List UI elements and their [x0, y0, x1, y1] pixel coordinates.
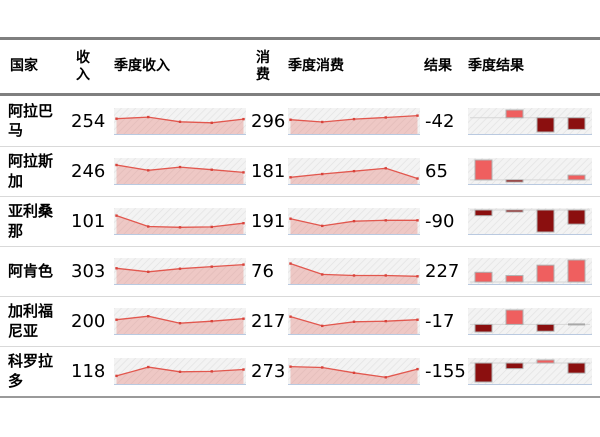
spending-trend-cell [286, 158, 422, 185]
spending-trend-cell [286, 358, 422, 385]
column-header-spending: 消费 [256, 50, 270, 83]
report-table: 国家 收入 季度收入 消费 季度消费 结果 季度结果 阿拉巴马 254 296 -42 阿拉斯加 24… [0, 37, 600, 398]
sparkline-area-chart [114, 358, 246, 385]
spending-value: 296 [251, 110, 286, 132]
income-trend-cell [112, 158, 248, 185]
column-header-income: 收入 [76, 50, 90, 83]
table-row: 亚利桑那 101 191 -90 [0, 196, 600, 246]
result-value: -17 [425, 311, 455, 332]
income-trend-cell [112, 107, 248, 135]
spending-value: 191 [251, 211, 286, 232]
result-value: 227 [425, 261, 460, 282]
sparkline-area-chart [288, 158, 420, 185]
country-cell: 阿肯色 [8, 261, 54, 280]
table-row: 科罗拉多 118 273 -155 [0, 346, 600, 396]
income-trend-cell [112, 258, 248, 285]
table-row: 阿拉斯加 246 181 65 [0, 146, 600, 196]
country-cell: 阿拉斯加 [8, 152, 54, 190]
income-trend-cell [112, 208, 248, 235]
column-header-result: 结果 [424, 58, 452, 75]
result-trend-cell [466, 158, 592, 185]
spending-value: 273 [251, 361, 286, 382]
spending-trend-cell [286, 308, 422, 335]
winloss-bar-chart [468, 107, 592, 135]
country-cell: 亚利桑那 [8, 202, 54, 240]
spending-value: 181 [251, 161, 286, 182]
sparkline-area-chart [288, 308, 420, 335]
income-trend-cell [112, 308, 248, 335]
table-body: 阿拉巴马 254 296 -42 阿拉斯加 246 181 65 亚利桑那 101 191 -90 阿肯… [0, 96, 600, 396]
result-trend-cell [466, 358, 592, 385]
result-value: -155 [425, 361, 466, 382]
winloss-bar-chart [468, 158, 592, 185]
table-header-row: 国家 收入 季度收入 消费 季度消费 结果 季度结果 [0, 40, 600, 96]
table-row: 阿拉巴马 254 296 -42 [0, 96, 600, 146]
result-trend-cell [466, 107, 592, 135]
spending-value: 76 [251, 261, 274, 282]
sparkline-area-chart [288, 208, 420, 235]
result-trend-cell [466, 208, 592, 235]
column-header-country: 国家 [10, 58, 38, 75]
country-cell: 科罗拉多 [8, 352, 54, 390]
sparkline-area-chart [114, 208, 246, 235]
income-trend-cell [112, 358, 248, 385]
column-header-income_trend: 季度收入 [114, 58, 170, 75]
income-value: 200 [71, 311, 106, 332]
spending-trend-cell [286, 107, 422, 135]
income-value: 101 [71, 211, 106, 232]
result-value: 65 [425, 161, 448, 182]
sparkline-area-chart [114, 158, 246, 185]
sparkline-area-chart [114, 107, 246, 135]
result-value: -90 [425, 211, 455, 232]
sparkline-area-chart [288, 358, 420, 385]
income-value: 303 [71, 261, 106, 282]
winloss-bar-chart [468, 258, 592, 285]
sparkline-area-chart [288, 107, 420, 135]
income-value: 254 [71, 110, 106, 132]
table-row: 加利福尼亚 200 217 -17 [0, 296, 600, 346]
sparkline-area-chart [114, 308, 246, 335]
column-header-spending_trend: 季度消费 [288, 58, 344, 75]
income-value: 246 [71, 161, 106, 182]
winloss-bar-chart [468, 308, 592, 335]
country-cell: 阿拉巴马 [8, 101, 54, 140]
sparkline-area-chart [288, 258, 420, 285]
result-trend-cell [466, 258, 592, 285]
column-header-result_trend: 季度结果 [468, 58, 524, 75]
spending-trend-cell [286, 208, 422, 235]
winloss-bar-chart [468, 208, 592, 235]
winloss-bar-chart [468, 358, 592, 385]
result-trend-cell [466, 308, 592, 335]
sparkline-area-chart [114, 258, 246, 285]
spending-trend-cell [286, 258, 422, 285]
result-value: -42 [425, 110, 455, 132]
table-row: 阿肯色 303 76 227 [0, 246, 600, 296]
spending-value: 217 [251, 311, 286, 332]
country-cell: 加利福尼亚 [8, 302, 54, 340]
income-value: 118 [71, 361, 106, 382]
